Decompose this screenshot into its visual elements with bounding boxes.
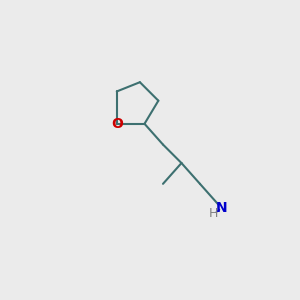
Text: O: O xyxy=(111,117,123,131)
Text: H: H xyxy=(209,207,218,220)
Text: N: N xyxy=(216,201,228,215)
